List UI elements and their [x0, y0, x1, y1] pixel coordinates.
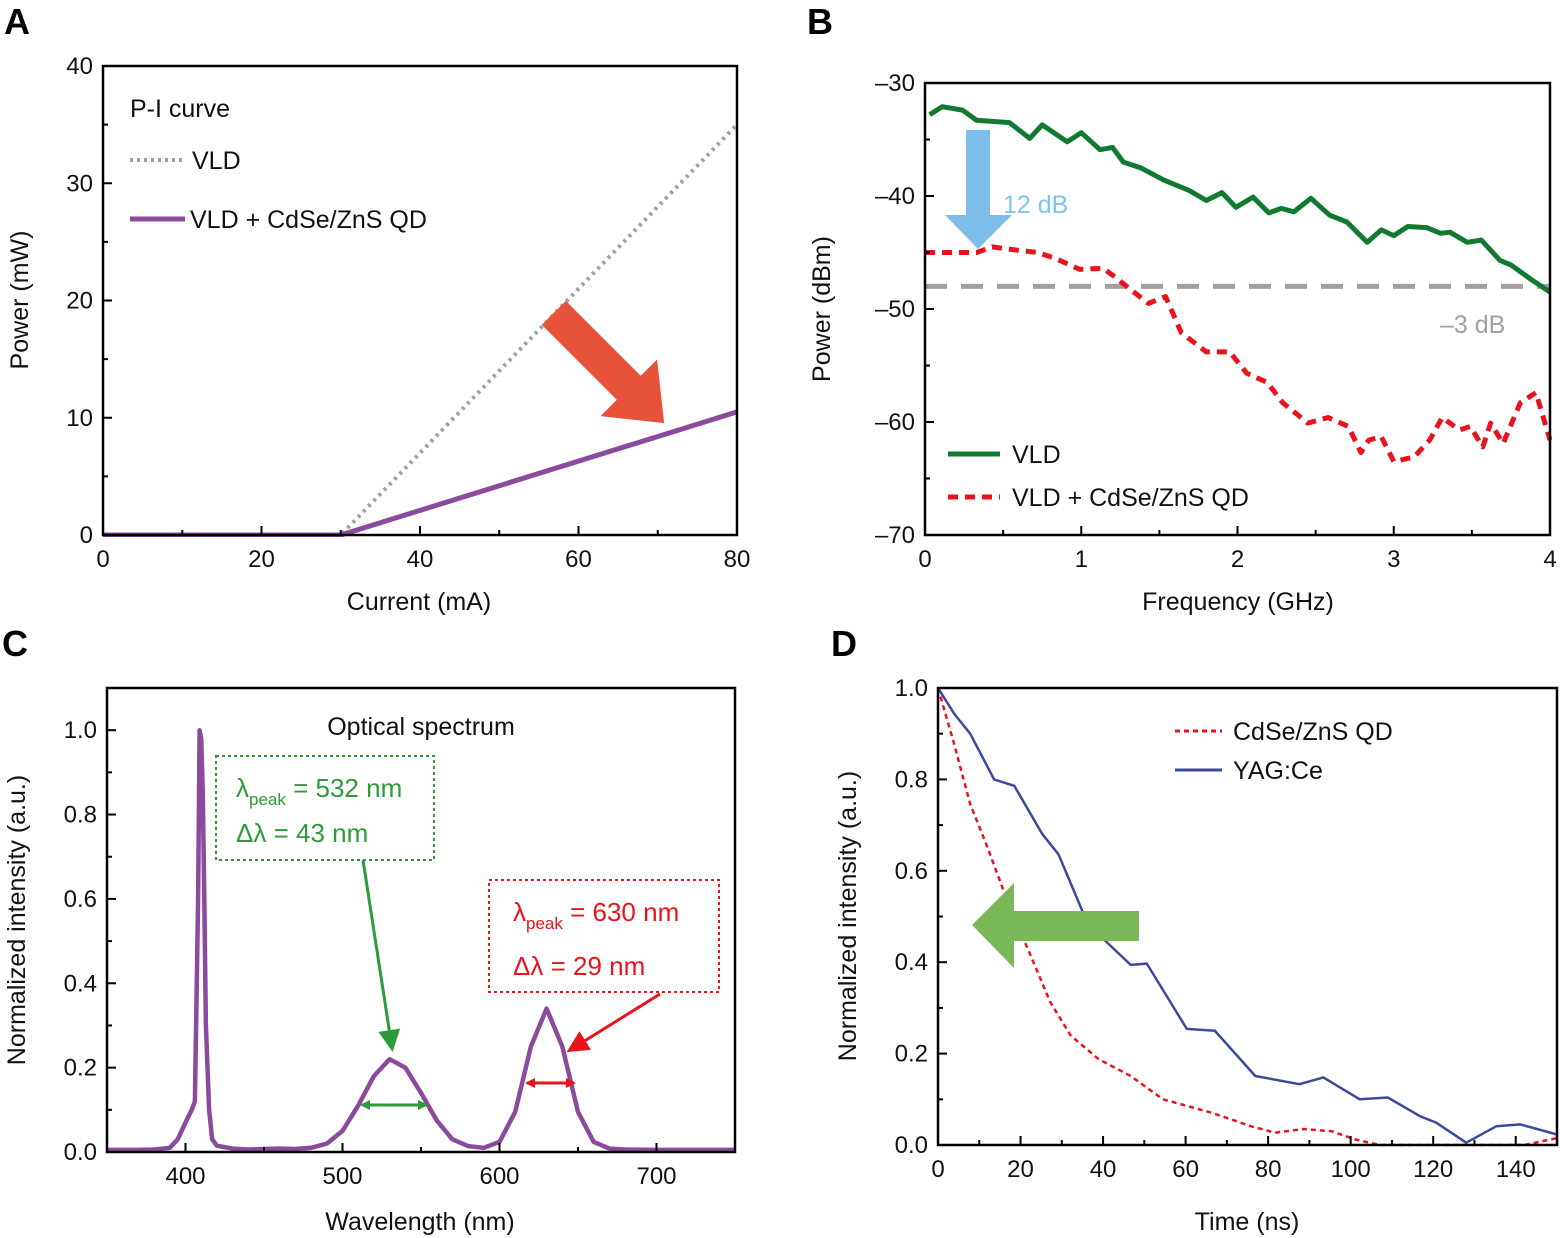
panel-d-green-left-arrow-icon — [972, 883, 1139, 968]
panel-d-x-tick-label: 140 — [1496, 1156, 1536, 1183]
panel-b-y-tick-label: –50 — [875, 296, 915, 323]
panel-b-frequency-response: 0 1 2 3 4 –70 –60 –50 –40 –30 Frequency (GHz) Pow… — [808, 70, 1557, 616]
panel-c-x-tick-label: 600 — [479, 1163, 519, 1190]
panel-letter-a: A — [4, 1, 30, 42]
panel-letter-d: D — [831, 623, 857, 664]
panel-b-x-axis-label: Frequency (GHz) — [1142, 588, 1334, 616]
panel-c-green-annotation-box — [215, 755, 435, 861]
panel-a-x-tick-label: 80 — [724, 546, 751, 573]
panel-c-y-tick-label: 0.8 — [64, 802, 97, 829]
panel-b-x-tick-label: 0 — [918, 546, 931, 573]
panel-c-green-peak-label: λpeak = 532 nm — [236, 773, 402, 809]
panel-b-blue-down-arrow-icon — [945, 130, 1012, 249]
panel-b-y-tick-label: –60 — [875, 409, 915, 436]
panel-b-x-tick-label: 1 — [1075, 546, 1088, 573]
panel-d-y-tick-label: 0.8 — [895, 766, 928, 793]
panel-d-y-tick-label: 0.0 — [895, 1132, 928, 1159]
panel-a-y-axis-label: Power (mW) — [6, 231, 34, 370]
panel-c-red-pointer-arrow-icon — [566, 992, 661, 1053]
panel-b-y-tick-label: –70 — [875, 522, 915, 549]
panel-a-y-tick-label: 0 — [80, 522, 93, 549]
panel-letter-b: B — [807, 1, 833, 42]
panel-d-y-tick-label: 1.0 — [895, 675, 928, 702]
panel-b-plot-area: 0 1 2 3 4 –70 –60 –50 –40 –30 — [875, 70, 1557, 573]
panel-c-green-width-label: Δλ = 43 nm — [236, 818, 368, 848]
panel-a-series-vld-cdse-zns-qd — [103, 409, 738, 537]
panel-c-green-pointer-arrow-icon — [361, 859, 401, 1052]
panel-d-x-tick-label: 120 — [1413, 1156, 1453, 1183]
panel-d-decay: 0 20 40 60 80 100 120 140 0.0 0.2 0.4 0.6 0.8 1.0 Tim… — [834, 675, 1559, 1236]
panel-a-red-arrow-icon — [541, 300, 665, 424]
panel-d-series-yag-ce — [938, 687, 1558, 1144]
panel-a-y-tick-label: 40 — [66, 53, 93, 80]
panel-a-legend-title: P-I curve — [130, 95, 230, 123]
panel-a-x-tick-label: 20 — [248, 546, 275, 573]
panel-c-series-spectrum — [107, 727, 735, 1153]
panel-c-x-tick-label: 700 — [636, 1163, 676, 1190]
panel-c-title: Optical spectrum — [327, 713, 515, 741]
panel-c-red-peak-label: λpeak = 630 nm — [513, 897, 679, 933]
panel-a-y-tick-label: 20 — [66, 288, 93, 315]
panel-c-optical-spectrum: 400 500 600 700 0.0 0.2 0.4 0.6 0.8 1.0 Wavelengt… — [3, 686, 737, 1236]
panel-c-red-annotation-box — [488, 879, 720, 993]
panel-b-series-vld — [928, 104, 1552, 295]
panel-a-y-tick-label: 30 — [66, 170, 93, 197]
panel-d-x-tick-label: 80 — [1255, 1156, 1282, 1183]
panel-a-legend-label-qd: VLD + CdSe/ZnS QD — [190, 206, 427, 234]
panel-d-legend-label-yag: YAG:Ce — [1233, 757, 1323, 785]
panel-letter-c: C — [2, 623, 28, 664]
panel-b-legend-label-vld: VLD — [1012, 441, 1061, 469]
panel-d-legend-label-qd: CdSe/ZnS QD — [1233, 718, 1393, 746]
panel-c-y-tick-label: 0.0 — [64, 1139, 97, 1166]
panel-b-y-axis-label: Power (dBm) — [808, 236, 836, 382]
panel-a-legend-label-vld: VLD — [192, 147, 241, 175]
panel-b-12db-label: 12 dB — [1003, 191, 1068, 219]
panel-d-y-tick-label: 0.2 — [895, 1041, 928, 1068]
panel-c-x-axis-label: Wavelength (nm) — [325, 1208, 514, 1236]
panel-d-x-tick-label: 0 — [931, 1156, 944, 1183]
panel-b-legend-label-qd: VLD + CdSe/ZnS QD — [1012, 484, 1249, 512]
panel-a-y-tick-label: 10 — [66, 405, 93, 432]
panel-a-x-axis-label: Current (mA) — [347, 588, 491, 616]
panel-b-y-tick-label: –40 — [875, 183, 915, 210]
panel-c-x-tick-label: 400 — [165, 1163, 205, 1190]
panel-d-x-axis-label: Time (ns) — [1195, 1208, 1300, 1236]
panel-b-x-tick-label: 3 — [1387, 546, 1400, 573]
panel-d-x-tick-label: 60 — [1172, 1156, 1199, 1183]
panel-a-plot-area: 0 20 40 60 80 0 10 20 30 40 — [66, 53, 750, 573]
panel-c-y-tick-label: 0.2 — [64, 1055, 97, 1082]
panel-b-x-tick-label: 2 — [1231, 546, 1244, 573]
panel-d-x-tick-label: 20 — [1007, 1156, 1034, 1183]
panel-c-plot-area: 400 500 600 700 0.0 0.2 0.4 0.6 0.8 1.0 — [64, 686, 737, 1190]
panel-b-series-vld-cdse-zns-qd — [925, 244, 1552, 465]
panel-c-y-axis-label: Normalized intensity (a.u.) — [3, 775, 31, 1065]
panel-a-x-tick-label: 0 — [96, 546, 109, 573]
panel-d-y-tick-label: 0.4 — [895, 949, 928, 976]
panel-b-3db-label: –3 dB — [1440, 311, 1505, 339]
panel-b-x-tick-label: 4 — [1543, 546, 1556, 573]
panel-a-x-tick-label: 40 — [407, 546, 434, 573]
panel-c-red-width-label: Δλ = 29 nm — [513, 951, 645, 981]
panel-d-plot-area: 0 20 40 60 80 100 120 140 0.0 0.2 0.4 0.6 0.8 1.0 — [895, 675, 1559, 1183]
panel-c-x-tick-label: 500 — [322, 1163, 362, 1190]
panel-a-x-tick-label: 60 — [565, 546, 592, 573]
panel-a-series-vld — [103, 123, 739, 537]
panel-d-x-tick-label: 40 — [1090, 1156, 1117, 1183]
panel-c-y-tick-label: 1.0 — [64, 717, 97, 744]
panel-d-y-tick-label: 0.6 — [895, 858, 928, 885]
panel-b-y-tick-label: –30 — [875, 70, 915, 97]
panel-d-x-tick-label: 100 — [1331, 1156, 1371, 1183]
panel-a-axes-frame — [101, 64, 739, 537]
panel-c-y-tick-label: 0.6 — [64, 886, 97, 913]
panel-c-y-tick-label: 0.4 — [64, 970, 97, 997]
panel-a-pi-curve: 0 20 40 60 80 0 10 20 30 40 Current (mA) Power (m… — [6, 53, 750, 616]
panel-d-y-axis-label: Normalized intensity (a.u.) — [834, 771, 862, 1061]
